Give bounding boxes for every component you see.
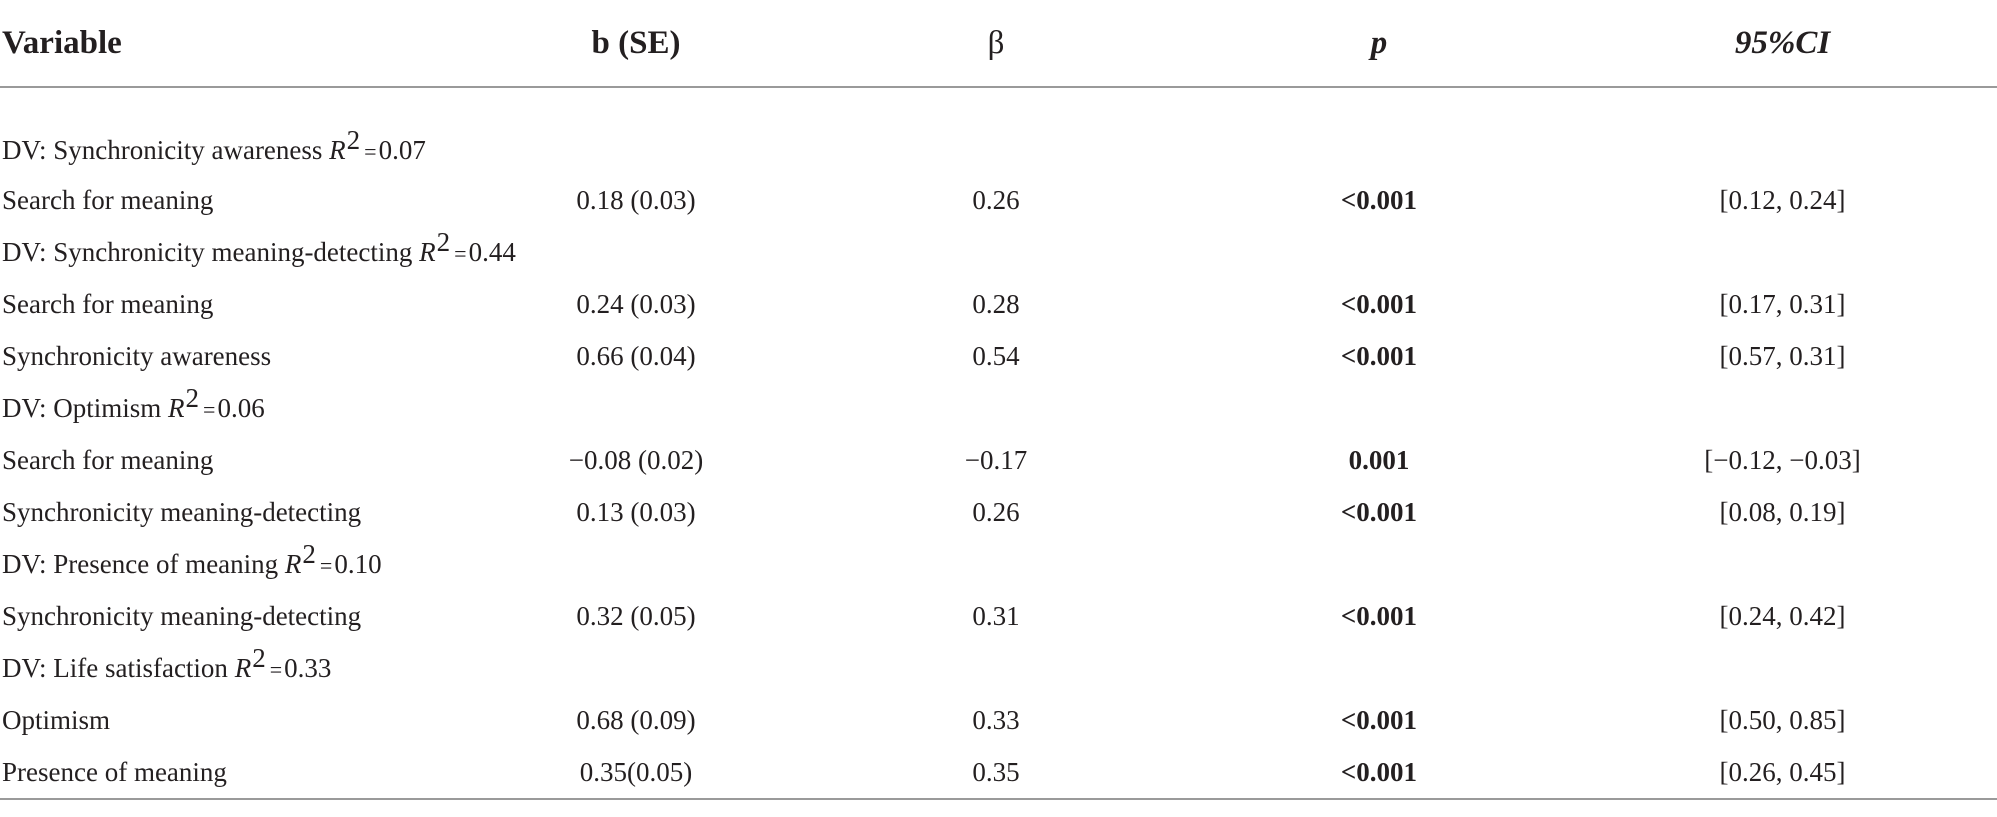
cell-beta: 0.35 (802, 746, 1190, 800)
dv-label-cell: DV: Synchronicity meaning-detecting R2 =0… (0, 226, 1997, 278)
cell-variable: Optimism (2, 704, 111, 735)
r-squared-symbol: R (419, 236, 436, 267)
cell-p: <0.001 (1340, 340, 1418, 371)
cell-b-se: 0.13 (0.03) (576, 496, 696, 527)
cell-beta: 0.33 (972, 704, 1020, 735)
r-squared-exponent: 2 (436, 226, 451, 257)
table-row: Presence of meaning 0.35(0.05) 0.35 <0.0… (0, 746, 1997, 800)
cell-b-se: 0.68 (0.09) (576, 704, 696, 735)
table-body: DV: Synchronicity awareness R2 =0.07 Sear… (0, 87, 1997, 800)
r-squared-symbol: R (329, 135, 346, 165)
cell-p: <0.001 (1190, 746, 1568, 800)
table-row: Optimism 0.68 (0.09) 0.33 <0.001 [0.50, … (0, 694, 1997, 746)
cell-ci: [0.12, 0.24] (1719, 184, 1846, 215)
cell-beta: 0.26 (972, 184, 1020, 215)
table-row: Synchronicity meaning-detecting 0.32 (0.… (0, 590, 1997, 642)
dv-label-cell: DV: Presence of meaning R2 =0.10 (0, 538, 1997, 590)
cell-b-se: −0.08 (0.02) (568, 444, 704, 475)
regression-table: Variable b (SE) β p 95%CI DV: Synchronic… (0, 0, 1997, 800)
r-squared-exponent: 2 (302, 538, 316, 569)
cell-beta: 0.31 (972, 600, 1020, 631)
cell-variable: Presence of meaning (0, 746, 470, 800)
r-squared-symbol: R (234, 652, 252, 683)
r-squared-value: 0.07 (378, 135, 426, 165)
r-squared-value: 0.06 (217, 392, 265, 423)
cell-ci: [0.50, 0.85] (1719, 704, 1846, 735)
cell-p: <0.001 (1340, 184, 1418, 215)
cell-p: <0.001 (1340, 288, 1418, 319)
r-squared-equals: = (269, 656, 283, 682)
cell-p: <0.001 (1340, 704, 1418, 735)
dv-row: DV: Optimism R2 =0.06 (0, 382, 1997, 434)
dv-label: DV: Synchronicity awareness (2, 135, 323, 165)
cell-b-se: 0.32 (0.05) (576, 600, 696, 631)
table-row: Synchronicity awareness 0.66 (0.04) 0.54… (0, 330, 1997, 382)
r-squared-equals: = (203, 396, 216, 422)
cell-variable: Synchronicity meaning-detecting (2, 496, 362, 527)
r-squared-symbol: R (284, 548, 302, 579)
cell-b-se: 0.18 (0.03) (576, 184, 696, 215)
r-squared-value: 0.10 (334, 548, 382, 579)
table-row: Search for meaning −0.08 (0.02) −0.17 0.… (0, 434, 1997, 486)
cell-b-se: 0.35(0.05) (470, 746, 802, 800)
header-b-se: b (SE) (470, 0, 802, 88)
dv-label-cell: DV: Synchronicity awareness R2 =0.07 (0, 87, 1997, 174)
r-squared-value: 0.44 (468, 236, 516, 267)
dv-label: DV: Synchronicity meaning-detecting (2, 236, 413, 267)
dv-label: DV: Life satisfaction (2, 652, 228, 683)
r-squared-equals: = (364, 139, 377, 164)
dv-row: DV: Presence of meaning R2 =0.10 (0, 538, 1997, 590)
cell-p: <0.001 (1340, 600, 1418, 631)
table-header: Variable b (SE) β p 95%CI (0, 0, 1997, 88)
header-beta: β (802, 0, 1190, 88)
cell-p: 0.001 (1348, 444, 1410, 475)
cell-ci: [−0.12, −0.03] (1704, 444, 1861, 475)
header-p: p (1190, 0, 1568, 88)
r-squared-value: 0.33 (284, 652, 332, 683)
cell-beta: −0.17 (964, 444, 1028, 475)
cell-b-se: 0.66 (0.04) (576, 340, 696, 371)
dv-row: DV: Life satisfaction R2 =0.33 (0, 642, 1997, 694)
header-variable: Variable (0, 0, 470, 88)
r-squared-exponent: 2 (346, 125, 361, 155)
cell-variable: Synchronicity meaning-detecting (2, 600, 362, 631)
cell-ci: [0.08, 0.19] (1719, 496, 1846, 527)
header-row: Variable b (SE) β p 95%CI (0, 0, 1997, 88)
cell-variable: Search for meaning (2, 184, 214, 215)
r-squared-exponent: 2 (185, 382, 200, 413)
dv-label-cell: DV: Optimism R2 =0.06 (0, 382, 1997, 434)
cell-ci: [0.17, 0.31] (1719, 288, 1846, 319)
dv-row: DV: Synchronicity awareness R2 =0.07 (0, 87, 1997, 174)
cell-p: <0.001 (1340, 496, 1418, 527)
cell-b-se: 0.24 (0.03) (576, 288, 696, 319)
table-row: Search for meaning 0.24 (0.03) 0.28 <0.0… (0, 278, 1997, 330)
r-squared-equals: = (319, 552, 333, 578)
dv-label: DV: Optimism (2, 392, 162, 423)
cell-beta: 0.54 (972, 340, 1020, 371)
dv-label-cell: DV: Life satisfaction R2 =0.33 (0, 642, 1997, 694)
r-squared-equals: = (454, 240, 467, 266)
cell-ci: [0.24, 0.42] (1719, 600, 1846, 631)
r-squared-symbol: R (168, 392, 185, 423)
cell-beta: 0.28 (972, 288, 1020, 319)
table-row: Search for meaning 0.18 (0.03) 0.26 <0.0… (0, 174, 1997, 226)
table-row: Synchronicity meaning-detecting 0.13 (0.… (0, 486, 1997, 538)
cell-ci: [0.57, 0.31] (1719, 340, 1846, 371)
dv-row: DV: Synchronicity meaning-detecting R2 =0… (0, 226, 1997, 278)
cell-beta: 0.26 (972, 496, 1020, 527)
cell-variable: Search for meaning (2, 444, 214, 475)
cell-variable: Search for meaning (2, 288, 214, 319)
header-ci: 95%CI (1568, 0, 1997, 88)
cell-variable: Synchronicity awareness (2, 340, 272, 371)
r-squared-exponent: 2 (252, 642, 266, 673)
cell-ci: [0.26, 0.45] (1568, 746, 1997, 800)
dv-label: DV: Presence of meaning (2, 548, 279, 579)
